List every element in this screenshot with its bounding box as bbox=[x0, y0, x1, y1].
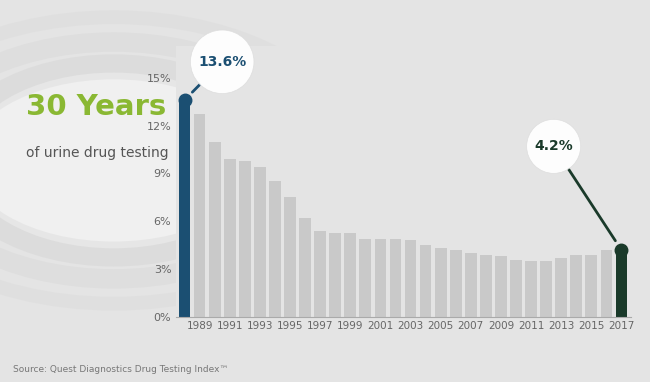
Bar bbox=[555, 258, 567, 317]
Text: 13.6%: 13.6% bbox=[192, 55, 246, 92]
Bar bbox=[525, 261, 537, 317]
Bar bbox=[586, 255, 597, 317]
Bar bbox=[344, 233, 356, 317]
Bar bbox=[269, 181, 281, 317]
Bar bbox=[571, 255, 582, 317]
Bar bbox=[405, 241, 417, 317]
Bar bbox=[359, 239, 371, 317]
Bar bbox=[435, 248, 447, 317]
Bar bbox=[616, 250, 627, 317]
Bar bbox=[601, 250, 612, 317]
Bar bbox=[284, 197, 296, 317]
Bar bbox=[540, 261, 552, 317]
Bar bbox=[299, 218, 311, 317]
Bar bbox=[510, 260, 522, 317]
Bar bbox=[495, 256, 507, 317]
Bar bbox=[224, 159, 235, 317]
Bar bbox=[480, 255, 492, 317]
Text: 30 Years: 30 Years bbox=[26, 93, 166, 121]
Text: 4.2%: 4.2% bbox=[534, 139, 616, 241]
Bar bbox=[389, 239, 401, 317]
Bar bbox=[330, 233, 341, 317]
Bar bbox=[314, 231, 326, 317]
Bar bbox=[420, 245, 432, 317]
Bar bbox=[209, 142, 220, 317]
Text: Source: Quest Diagnostics Drug Testing Index™: Source: Quest Diagnostics Drug Testing I… bbox=[13, 366, 229, 374]
Bar bbox=[194, 115, 205, 317]
Bar bbox=[239, 161, 251, 317]
Bar bbox=[254, 167, 266, 317]
Bar bbox=[179, 100, 190, 317]
Bar bbox=[465, 253, 476, 317]
Bar bbox=[374, 239, 386, 317]
Text: of urine drug testing: of urine drug testing bbox=[26, 146, 168, 160]
Bar bbox=[450, 250, 461, 317]
